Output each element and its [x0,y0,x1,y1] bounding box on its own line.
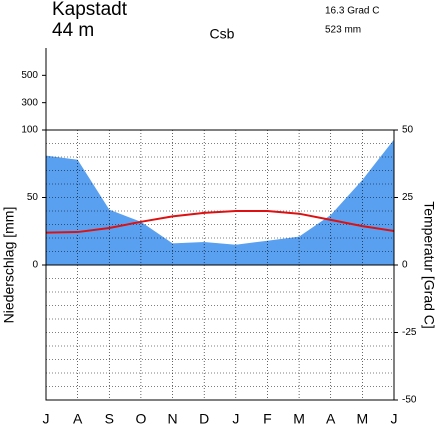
annual-precipitation: 523 mm [325,25,361,36]
x-tick-label: A [73,411,83,427]
climate-class: Csb [210,26,235,42]
y2-tick-label: 50 [402,125,414,136]
y2-tick-label: 0 [402,260,408,271]
y2-tick-label: 25 [402,192,414,203]
y-tick-label: 100 [21,125,38,136]
x-tick-label: S [105,411,114,427]
x-tick-label: J [43,411,50,427]
y-axis-label: Niederschlag [mm] [1,207,17,324]
temperature-line [45,210,395,234]
x-tick-label: J [391,411,398,427]
y-tick-label: 0 [32,260,38,271]
y-upper-tick-label: 500 [21,70,38,81]
y2-tick-label: -25 [402,327,417,338]
elevation: 44 m [52,20,94,41]
x-tick-label: A [326,411,336,427]
y2-tick-label: -50 [402,395,417,406]
mean-temperature: 16.3 Grad C [325,6,379,17]
x-tick-label: F [263,411,272,427]
station-name: Kapstadt [52,0,128,20]
x-tick-label: J [232,411,239,427]
y2-axis-label: Temperatur [Grad C] [421,201,437,329]
x-tick-label: M [293,411,305,427]
x-tick-label: D [199,411,209,427]
x-tick-label: O [135,411,146,427]
x-tick-label: N [167,411,177,427]
y-tick-label: 50 [27,192,39,203]
x-tick-label: M [357,411,369,427]
y-upper-tick-label: 300 [21,97,38,108]
precipitation-area [46,139,394,265]
